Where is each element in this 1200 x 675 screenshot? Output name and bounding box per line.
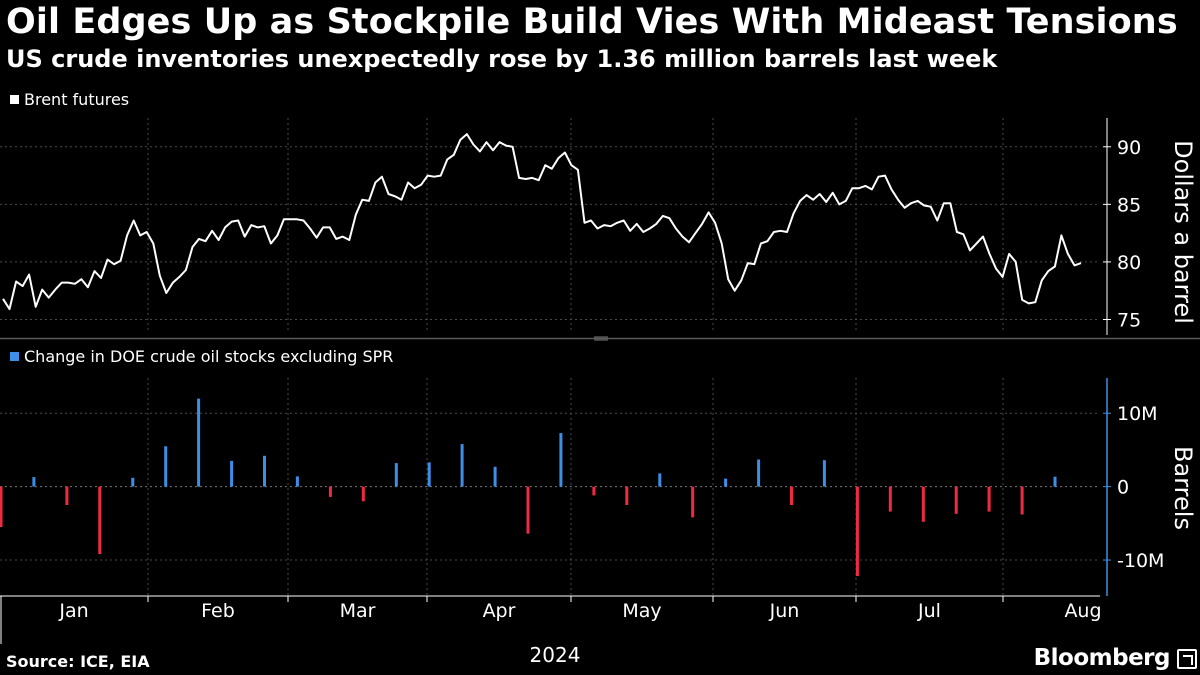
inventory-change-bar xyxy=(493,466,497,487)
source-note: Source: ICE, EIA xyxy=(6,652,150,671)
inventory-change-bar xyxy=(394,463,398,487)
axis-labels: 75 80 85 90 10M 0 -10M Jan Feb Mar Apr May Jun Jul Aug xyxy=(58,137,1164,622)
inventory-change-bar xyxy=(625,486,629,505)
inventory-change-bar xyxy=(427,462,431,487)
inventory-change-bar xyxy=(822,460,826,487)
x-axis-month-label-feb: Feb xyxy=(201,600,235,622)
chart-subtitle: US crude inventories unexpectedly rose b… xyxy=(6,45,998,73)
bottom-y-axis-title: Barrels xyxy=(1169,446,1197,530)
inventory-change-bar xyxy=(32,477,36,487)
brand-mark-icon xyxy=(1177,649,1197,669)
inventory-change-bar xyxy=(526,486,530,534)
inventory-change-bar xyxy=(921,486,925,522)
inventory-change-bar xyxy=(263,455,266,487)
bottom-y-tick-label: 10M xyxy=(1117,403,1158,425)
axes xyxy=(0,118,1111,644)
inventory-change-bar xyxy=(757,459,761,487)
line-series xyxy=(2,133,1082,311)
inventory-change-bar xyxy=(691,486,695,518)
brent-price-line xyxy=(2,133,1082,311)
legend-label-brent: Brent futures xyxy=(24,90,129,109)
legend-swatch-doe xyxy=(10,352,19,361)
top-y-tick-label: 80 xyxy=(1117,252,1141,274)
top-y-tick-label: 90 xyxy=(1117,137,1141,159)
inventory-change-bar xyxy=(361,486,365,502)
inventory-change-bar xyxy=(790,486,793,505)
legend-label-doe: Change in DOE crude oil stocks excluding… xyxy=(24,347,393,366)
x-axis-month-label-jun: Jun xyxy=(769,600,800,622)
grid-lines xyxy=(0,118,1100,596)
x-axis-month-label-jan: Jan xyxy=(58,600,88,622)
x-axis-month-label-aug: Aug xyxy=(1064,600,1101,622)
inventory-change-bar xyxy=(1020,486,1024,515)
x-axis-month-label-jul: Jul xyxy=(917,600,941,622)
top-y-tick-label: 85 xyxy=(1117,194,1141,216)
top-y-tick-label: 75 xyxy=(1117,309,1141,331)
inventory-change-bar xyxy=(230,460,234,487)
inventory-change-bar xyxy=(1053,476,1057,487)
inventory-change-bar xyxy=(559,433,563,487)
inventory-change-bar xyxy=(164,446,168,487)
inventory-change-bar xyxy=(658,473,662,487)
inventory-change-bar xyxy=(855,486,859,577)
bottom-y-tick-label: 0 xyxy=(1117,477,1129,499)
inventory-change-bar xyxy=(65,486,69,505)
x-axis-month-label-may: May xyxy=(622,600,661,622)
inventory-change-bar xyxy=(954,486,958,514)
inventory-change-bar xyxy=(987,486,991,512)
inventory-change-bar xyxy=(592,486,596,496)
inventory-change-bar xyxy=(724,478,728,487)
inventory-change-bar xyxy=(0,486,3,527)
legend-swatch-brent xyxy=(10,95,19,104)
bottom-y-tick-label: -10M xyxy=(1117,550,1164,572)
x-axis-month-label-mar: Mar xyxy=(340,600,376,622)
inventory-change-bar xyxy=(295,476,299,487)
bar-series xyxy=(0,398,1057,577)
inventory-change-bar xyxy=(460,444,464,487)
top-y-axis-title: Dollars a barrel xyxy=(1169,140,1197,324)
chart-title: Oil Edges Up as Stockpile Build Vies Wit… xyxy=(6,2,1178,42)
inventory-change-bar xyxy=(328,486,332,497)
inventory-change-bar xyxy=(98,486,102,555)
x-axis-year-label: 2024 xyxy=(530,643,581,667)
inventory-change-bar xyxy=(197,398,201,487)
x-axis-month-label-apr: Apr xyxy=(483,600,516,622)
inventory-change-bar xyxy=(888,486,892,512)
brand-logo: Bloomberg xyxy=(1033,645,1171,671)
inventory-change-bar xyxy=(131,477,135,487)
